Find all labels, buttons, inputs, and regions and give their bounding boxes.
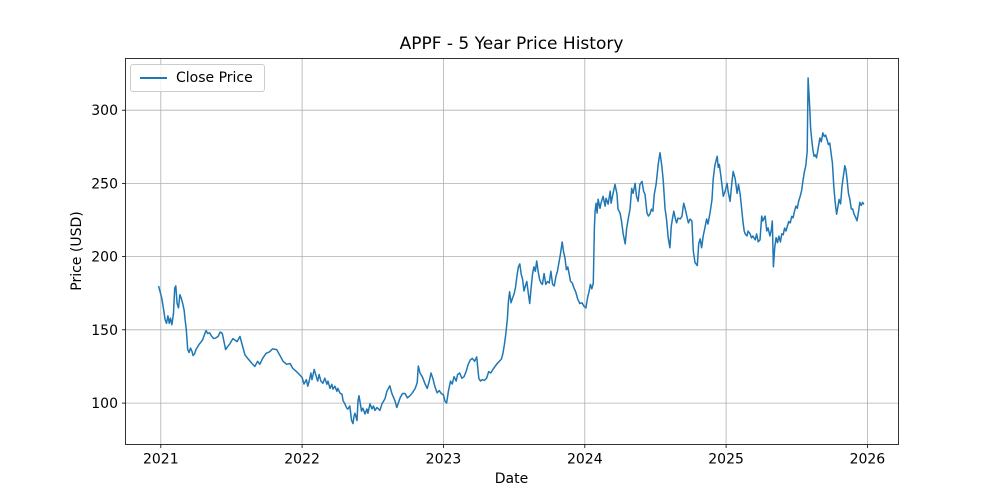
price-line: [157, 77, 865, 425]
x-tick-label: 2022: [284, 452, 320, 468]
y-tick-label: 250: [91, 176, 118, 192]
legend-line-sample: [140, 77, 167, 79]
x-tick-label: 2026: [850, 452, 886, 468]
legend: Close Price: [130, 64, 265, 92]
y-tick-label: 300: [91, 103, 118, 119]
y-tick-label: 150: [91, 323, 118, 339]
legend-label: Close Price: [176, 70, 253, 86]
x-tick-label: 2023: [426, 452, 462, 468]
x-tick-label: 2025: [708, 452, 744, 468]
axes-spines: [125, 58, 899, 445]
y-tick-label: 200: [91, 250, 118, 266]
x-tick-label: 2021: [143, 452, 179, 468]
x-tick-label: 2024: [567, 452, 603, 468]
chart-title: APPF - 5 Year Price History: [399, 34, 624, 54]
y-tick-label: 100: [91, 396, 118, 412]
y-axis-label: Price (USD): [69, 211, 85, 291]
x-axis-label: Date: [494, 471, 529, 487]
